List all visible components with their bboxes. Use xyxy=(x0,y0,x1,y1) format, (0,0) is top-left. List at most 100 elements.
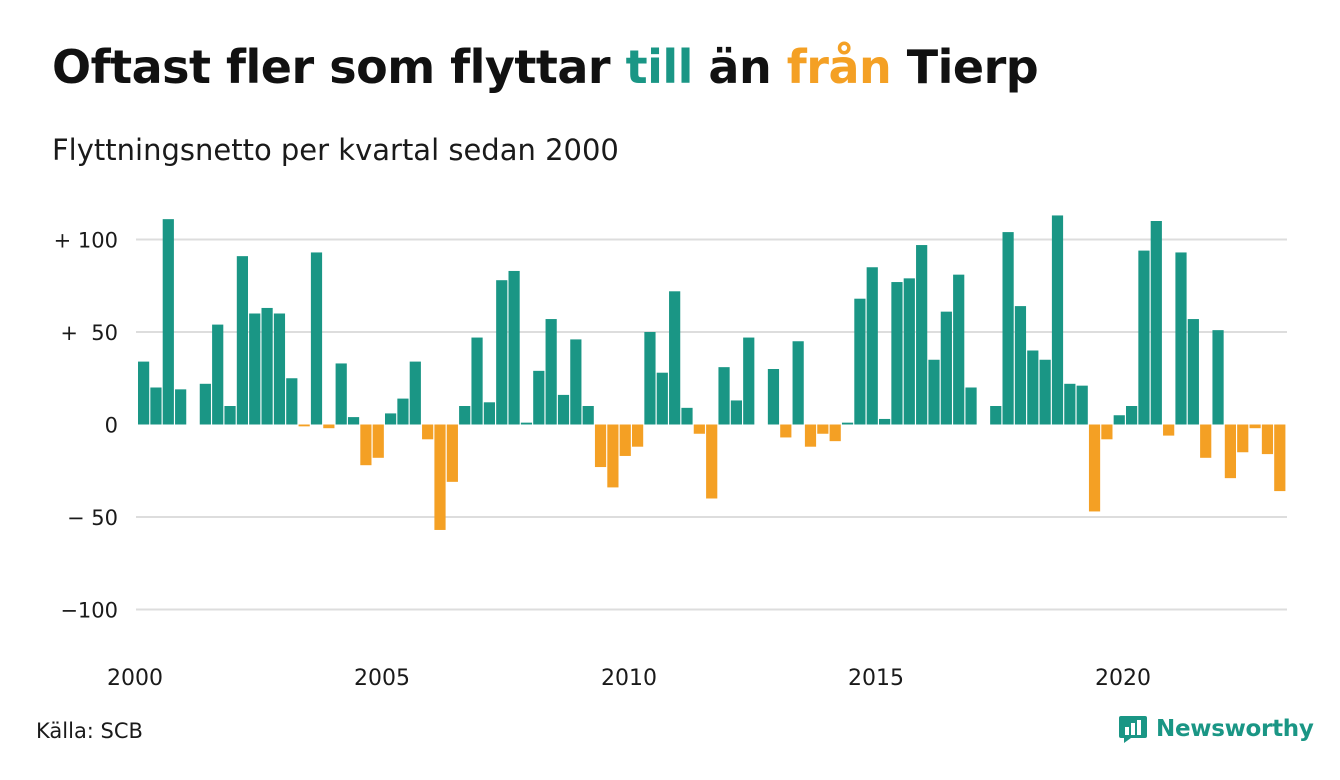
bar xyxy=(422,424,434,440)
bar xyxy=(224,406,236,425)
title-part-1: Oftast fler som flyttar xyxy=(52,40,626,94)
bar xyxy=(656,372,668,425)
bar xyxy=(953,274,965,425)
bar xyxy=(854,298,866,425)
bar xyxy=(545,319,557,425)
x-tick-label: 2020 xyxy=(1095,666,1151,691)
bar xyxy=(557,394,570,425)
source-label: Källa: SCB xyxy=(36,719,143,743)
bar xyxy=(175,389,187,425)
bar xyxy=(199,383,211,425)
bar xyxy=(1027,350,1039,425)
bar xyxy=(261,307,273,425)
newsworthy-logo-text: Newsworthy xyxy=(1156,716,1314,742)
bar xyxy=(928,359,940,425)
y-tick-label: − 50 xyxy=(67,506,118,530)
bar xyxy=(570,339,582,425)
bar xyxy=(1101,424,1113,440)
bar xyxy=(780,424,792,438)
bar xyxy=(212,324,224,425)
x-axis-labels: 2000 2005 2010 2015 2020 xyxy=(107,666,1151,691)
bar xyxy=(706,424,718,499)
bar xyxy=(459,406,471,425)
x-tick-label: 2000 xyxy=(107,666,163,691)
newsworthy-logo-icon xyxy=(1119,716,1147,743)
bar xyxy=(1113,415,1125,425)
bar xyxy=(1274,424,1286,492)
bar xyxy=(249,313,261,425)
bar xyxy=(1126,406,1138,425)
bar xyxy=(1163,424,1175,436)
title-part-3: Tierp xyxy=(891,40,1039,94)
bar xyxy=(385,413,397,425)
bar xyxy=(730,400,742,425)
bar xyxy=(335,363,347,425)
y-tick-label: + 50 xyxy=(60,321,118,345)
bar xyxy=(1014,306,1027,425)
newsworthy-logo: Newsworthy xyxy=(1118,714,1314,744)
bar xyxy=(138,361,150,425)
bar xyxy=(347,417,360,425)
bar xyxy=(273,313,286,425)
title-till: till xyxy=(625,40,694,94)
bar xyxy=(693,424,705,434)
bar xyxy=(471,337,483,425)
bar xyxy=(681,407,693,425)
bar xyxy=(409,361,421,425)
bar xyxy=(804,424,817,447)
bar xyxy=(162,219,174,425)
bar xyxy=(879,418,891,425)
bar xyxy=(841,422,854,425)
bar xyxy=(582,406,594,425)
chart-subtitle: Flyttningsnetto per kvartal sedan 2000 xyxy=(52,133,619,167)
bar xyxy=(1249,424,1261,429)
bar xyxy=(891,282,903,425)
y-axis-labels: + 100 + 50 0 − 50 −100 xyxy=(54,229,118,623)
bar xyxy=(150,387,162,425)
bar xyxy=(1088,424,1101,512)
bar xyxy=(965,387,977,425)
bar xyxy=(594,424,607,468)
bar xyxy=(372,424,384,458)
bar xyxy=(397,398,409,425)
bar xyxy=(1051,215,1064,425)
bar xyxy=(743,337,755,425)
bar xyxy=(866,267,878,425)
y-tick-label: 0 xyxy=(105,414,118,438)
bar xyxy=(1237,424,1249,453)
bar xyxy=(360,424,372,466)
bar xyxy=(990,406,1002,425)
bar xyxy=(792,341,804,425)
bar xyxy=(1261,424,1274,455)
bar xyxy=(286,378,298,425)
bar xyxy=(632,424,644,447)
bar xyxy=(607,424,619,488)
y-tick-label: −100 xyxy=(60,599,118,623)
bar xyxy=(446,424,458,482)
bar xyxy=(940,311,952,425)
bar xyxy=(1175,252,1187,425)
bar xyxy=(1138,250,1150,425)
bar xyxy=(718,367,730,425)
bar xyxy=(483,402,495,425)
bar xyxy=(619,424,631,456)
bar xyxy=(533,370,545,425)
bar xyxy=(1187,319,1199,425)
bar xyxy=(1002,232,1014,425)
bar xyxy=(669,291,681,425)
title-part-2: än xyxy=(692,40,787,94)
x-tick-label: 2010 xyxy=(601,666,657,691)
bar xyxy=(520,422,533,425)
bar xyxy=(1076,385,1088,425)
bar xyxy=(1150,221,1162,425)
grid-lines xyxy=(136,238,1287,611)
bar xyxy=(829,424,841,442)
bar xyxy=(508,270,520,425)
bar xyxy=(1200,424,1212,458)
bars xyxy=(138,215,1286,530)
y-tick-label: + 100 xyxy=(54,229,118,253)
x-tick-label: 2015 xyxy=(848,666,904,691)
bar xyxy=(644,332,656,425)
bar xyxy=(323,424,335,429)
